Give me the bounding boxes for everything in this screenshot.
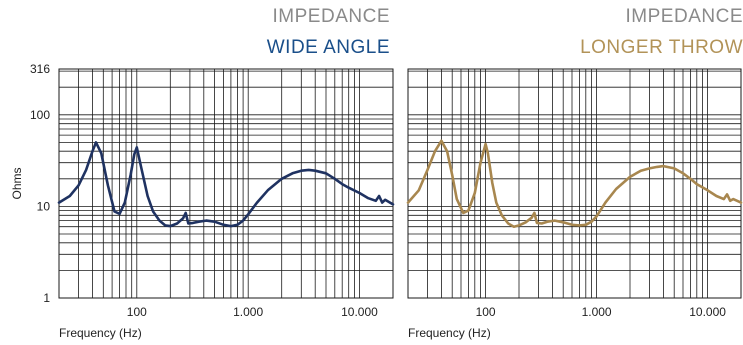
left-y-tick-label: 100 [30,108,50,122]
left-x-tick-label: 1.000 [233,305,263,319]
left-impedance-curve [57,141,395,228]
left-x-tick-label: 10.000 [341,305,378,319]
left-chart-title: IMPEDANCE [272,6,390,27]
right-plot-frame [407,68,742,299]
left-chart-subtitle: WIDE ANGLE [266,37,390,58]
left-y-axis-label: Ohms [10,167,24,199]
right-chart-title: IMPEDANCE [625,6,743,27]
right-impedance-curve [406,139,743,228]
right-x-tick-label: 10.000 [689,305,726,319]
right-chart-subtitle: LONGER THROW [580,37,743,58]
left-plot-frame [58,68,394,299]
right-x-tick-label: 1.000 [582,305,612,319]
left-x-axis-label: Frequency (Hz) [59,326,142,340]
left-y-tick-label: 316 [30,62,50,76]
right-x-tick-label: 100 [476,305,496,319]
left-y-tick-label: 10 [37,199,51,213]
right-x-axis-label: Frequency (Hz) [408,326,491,340]
left-x-tick-label: 100 [127,305,147,319]
left-y-tick-label: 1 [43,291,50,305]
